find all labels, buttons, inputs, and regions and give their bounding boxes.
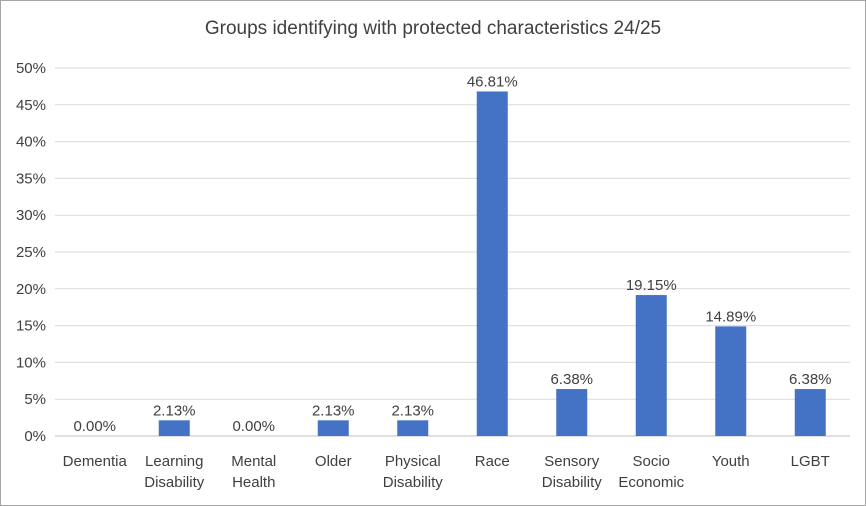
x-tick-label: Learning Disability	[144, 453, 205, 491]
data-label: 46.81%	[467, 73, 518, 90]
x-tick-label: Dementia	[63, 453, 128, 470]
bar	[794, 389, 826, 436]
data-label: 6.38%	[550, 371, 593, 388]
y-tick-label: 5%	[24, 391, 46, 408]
y-tick-label: 35%	[16, 170, 46, 187]
data-label: 2.13%	[312, 402, 355, 419]
y-tick-label: 40%	[16, 134, 46, 151]
data-label: 0.00%	[73, 418, 116, 435]
data-label: 2.13%	[153, 402, 196, 419]
x-tick-label: Sensory Disability	[542, 453, 603, 491]
data-label: 0.00%	[232, 418, 275, 435]
bar	[715, 326, 747, 436]
y-tick-label: 0%	[24, 428, 46, 445]
y-tick-label: 45%	[16, 97, 46, 114]
bar	[556, 389, 588, 436]
y-tick-label: 25%	[16, 244, 46, 261]
x-tick-label: Physical Disability	[383, 453, 444, 491]
x-tick-label: Older	[315, 453, 352, 470]
chart-title: Groups identifying with protected charac…	[204, 18, 662, 39]
data-label: 6.38%	[789, 371, 832, 388]
y-tick-label: 30%	[16, 207, 46, 224]
y-tick-label: 20%	[16, 281, 46, 298]
y-tick-label: 50%	[16, 60, 46, 77]
y-tick-label: 10%	[16, 354, 46, 371]
y-tick-label: 15%	[16, 318, 46, 335]
data-label: 14.89%	[705, 308, 756, 325]
bar	[635, 295, 667, 436]
bar	[397, 420, 429, 436]
data-label: 2.13%	[391, 402, 434, 419]
bar	[317, 420, 349, 436]
x-tick-label: Mental Health	[231, 453, 276, 491]
x-tick-label: Race	[475, 453, 510, 470]
bar	[476, 91, 508, 437]
bar	[158, 420, 190, 436]
x-tick-label: Socio Economic	[618, 453, 684, 491]
x-tick-label: LGBT	[791, 453, 830, 470]
x-tick-label: Youth	[712, 453, 750, 470]
data-label: 19.15%	[626, 277, 677, 294]
